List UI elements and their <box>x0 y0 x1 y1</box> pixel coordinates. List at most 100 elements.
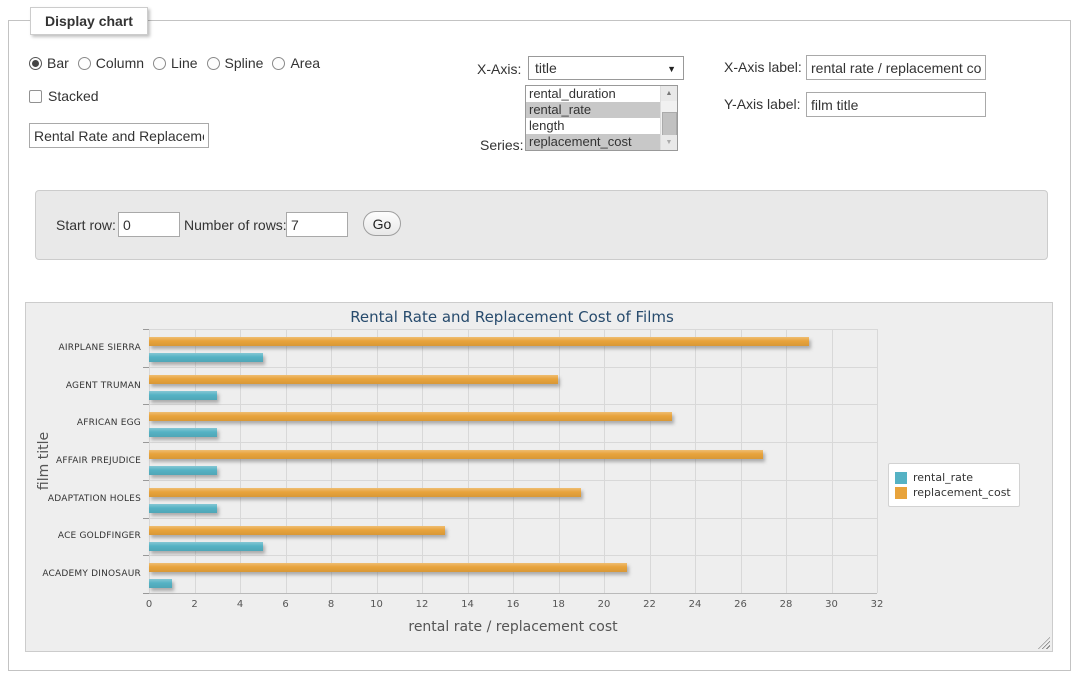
x-axis-select-label: X-Axis: <box>477 61 521 77</box>
x-axis-label-label: X-Axis label: <box>724 59 802 75</box>
gridline <box>149 518 877 519</box>
x-axis-tick-label: 12 <box>402 599 442 610</box>
series-option-rental_duration[interactable]: rental_duration <box>526 86 661 102</box>
y-axis-tick <box>143 404 149 405</box>
gridline <box>832 329 833 593</box>
number-of-rows-input[interactable] <box>286 212 348 237</box>
resize-grip-icon[interactable] <box>1038 637 1050 649</box>
series-option-rental_rate[interactable]: rental_rate <box>526 102 661 118</box>
scroll-up-icon[interactable]: ▲ <box>661 86 677 101</box>
series-options: rental_durationrental_ratelengthreplacem… <box>526 86 661 150</box>
x-axis-select-value: title <box>535 60 557 76</box>
y-axis-tick <box>143 555 149 556</box>
chart-type-label: Line <box>171 55 197 71</box>
row-range-panel: Start row: Number of rows: Go <box>35 190 1048 260</box>
category-label: AFFAIR PREJUDICE <box>26 456 141 466</box>
gridline <box>422 329 423 593</box>
y-axis-tick <box>143 329 149 330</box>
start-row-input[interactable] <box>118 212 180 237</box>
go-button[interactable]: Go <box>363 211 401 236</box>
chart-type-option-column: Column <box>78 55 144 71</box>
category-label: AFRICAN EGG <box>26 418 141 428</box>
legend-item-rental_rate[interactable]: rental_rate <box>895 471 1011 484</box>
gridline <box>650 329 651 593</box>
gridline <box>149 329 150 593</box>
chart-type-radio-bar[interactable] <box>29 57 42 70</box>
chart-type-radio-spline[interactable] <box>207 57 220 70</box>
series-listbox-scrollbar[interactable]: ▲ ▼ <box>660 86 677 150</box>
panel-title: Display chart <box>30 7 148 35</box>
bar-rental_rate <box>149 428 217 437</box>
bar-rental_rate <box>149 504 217 513</box>
chart-type-option-line: Line <box>153 55 197 71</box>
y-axis-tick <box>143 367 149 368</box>
legend-label: replacement_cost <box>913 486 1011 499</box>
gridline <box>468 329 469 593</box>
x-axis-tick-label: 10 <box>357 599 397 610</box>
legend-item-replacement_cost[interactable]: replacement_cost <box>895 486 1011 499</box>
series-option-replacement_cost[interactable]: replacement_cost <box>526 134 661 150</box>
x-axis-tick-label: 4 <box>220 599 260 610</box>
x-axis-line <box>149 593 877 594</box>
stacked-label: Stacked <box>48 88 99 104</box>
gridline <box>331 329 332 593</box>
chart-title: Rental Rate and Replacement Cost of Film… <box>147 308 877 326</box>
gridline <box>286 329 287 593</box>
gridline <box>195 329 196 593</box>
series-label: Series: <box>480 137 524 153</box>
bar-replacement_cost <box>149 412 672 421</box>
category-label: AGENT TRUMAN <box>26 381 141 391</box>
chart-type-label: Spline <box>225 55 264 71</box>
x-axis-tick-label: 14 <box>448 599 488 610</box>
gridline <box>149 329 877 330</box>
x-axis-tick-label: 20 <box>584 599 624 610</box>
stacked-checkbox[interactable] <box>29 90 42 103</box>
chart-type-radiogroup: Bar Column Line Spline Area <box>29 55 329 71</box>
scrollbar-thumb[interactable] <box>662 112 677 136</box>
gridline <box>377 329 378 593</box>
bar-replacement_cost <box>149 450 763 459</box>
chart-type-radio-column[interactable] <box>78 57 91 70</box>
chart-title-input[interactable] <box>29 123 209 148</box>
series-option-length[interactable]: length <box>526 118 661 134</box>
series-listbox[interactable]: rental_durationrental_ratelengthreplacem… <box>525 85 678 151</box>
bar-replacement_cost <box>149 488 581 497</box>
gridline <box>741 329 742 593</box>
category-label: AIRPLANE SIERRA <box>26 343 141 353</box>
bar-rental_rate <box>149 353 263 362</box>
chart-type-radio-line[interactable] <box>153 57 166 70</box>
plot-area <box>149 329 877 593</box>
category-label: ACE GOLDFINGER <box>26 531 141 541</box>
chart-type-option-area: Area <box>272 55 320 71</box>
x-axis-tick-label: 16 <box>493 599 533 610</box>
legend-label: rental_rate <box>913 471 973 484</box>
y-axis-tick <box>143 518 149 519</box>
chart-type-label: Bar <box>47 55 69 71</box>
y-axis-label-input[interactable] <box>806 92 986 117</box>
chart-type-option-spline: Spline <box>207 55 264 71</box>
x-axis-tick-label: 28 <box>766 599 806 610</box>
x-axis-tick-label: 8 <box>311 599 351 610</box>
scroll-down-icon[interactable]: ▼ <box>661 135 677 150</box>
bar-rental_rate <box>149 391 217 400</box>
x-axis-label-input[interactable] <box>806 55 986 80</box>
y-axis-tick <box>143 480 149 481</box>
bar-replacement_cost <box>149 526 445 535</box>
category-label: ACADEMY DINOSAUR <box>26 569 141 579</box>
x-axis-tick-label: 6 <box>266 599 306 610</box>
bar-replacement_cost <box>149 375 558 384</box>
gridline <box>240 329 241 593</box>
x-axis-tick-label: 32 <box>857 599 897 610</box>
x-axis-tick-label: 26 <box>721 599 761 610</box>
gridline <box>149 480 877 481</box>
x-axis-tick-label: 2 <box>175 599 215 610</box>
chart-type-radio-area[interactable] <box>272 57 285 70</box>
x-axis-tick-label: 0 <box>129 599 169 610</box>
x-axis-select[interactable]: title ▼ <box>528 56 684 80</box>
gridline <box>695 329 696 593</box>
bar-replacement_cost <box>149 337 809 346</box>
number-of-rows-label: Number of rows: <box>184 217 287 233</box>
page: Display chart Bar Column Line Spline Area St… <box>0 0 1081 681</box>
x-axis-tick-label: 18 <box>539 599 579 610</box>
bar-rental_rate <box>149 466 217 475</box>
